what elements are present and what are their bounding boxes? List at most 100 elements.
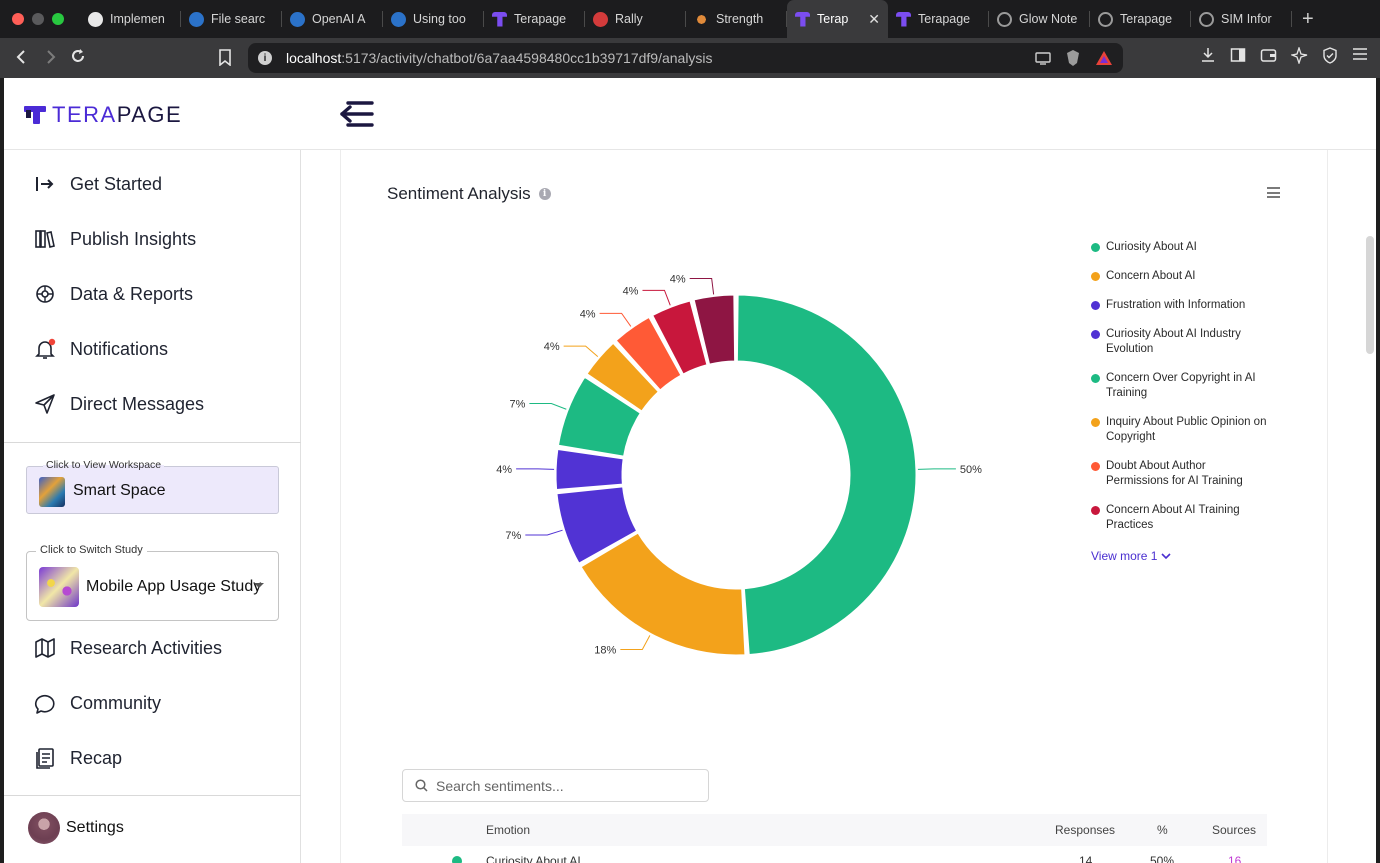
sidebar-item-label: Publish Insights	[70, 228, 197, 249]
close-tab-icon[interactable]: ✕	[868, 10, 880, 27]
wallet-icon[interactable]	[1260, 47, 1277, 63]
search-input[interactable]	[436, 777, 696, 794]
get-started-icon	[36, 177, 54, 191]
browser-tab[interactable]: Terapage	[1090, 0, 1191, 38]
workspace-name: Smart Space	[73, 482, 166, 499]
browser-tab[interactable]: Using too	[383, 0, 484, 38]
back-button[interactable]	[8, 48, 36, 69]
download-icon[interactable]	[1200, 47, 1216, 63]
address-bar[interactable]: i localhost:5173/activity/chatbot/6a7aa4…	[248, 43, 1123, 73]
browser-tab[interactable]: Strength	[686, 0, 787, 38]
forward-button[interactable]	[36, 48, 64, 69]
view-more-button[interactable]: View more 1	[1091, 549, 1171, 563]
column-header-sources[interactable]: Sources	[1212, 823, 1257, 837]
toolbar-actions	[1200, 47, 1368, 64]
browser-tab[interactable]: Terapage	[888, 0, 989, 38]
legend-color-dot	[1091, 374, 1100, 383]
data-label-leader	[642, 289, 671, 306]
browser-tab[interactable]: OpenAI A	[282, 0, 383, 38]
donut-slice[interactable]	[736, 294, 917, 656]
legend-item[interactable]: Inquiry About Public Opinion on Copyrigh…	[1091, 415, 1271, 445]
settings-label: Settings	[66, 819, 124, 836]
browser-menu-icon[interactable]	[1352, 47, 1368, 61]
browser-tab[interactable]: SIM Infor	[1191, 0, 1292, 38]
legend-label: Concern About AI	[1106, 270, 1196, 282]
browser-tab[interactable]: File searc	[181, 0, 282, 38]
tab-label: Rally	[615, 12, 643, 26]
sidebar-item-notifications[interactable]: Notifications	[34, 338, 168, 360]
sidebar-item-publish-insights[interactable]: Publish Insights	[34, 228, 196, 250]
sidebar-item-research-activities[interactable]: Research Activities	[34, 637, 222, 659]
donut-slice[interactable]	[580, 532, 746, 656]
donut-slice[interactable]	[586, 342, 659, 412]
sidebar-item-direct-messages[interactable]: Direct Messages	[34, 393, 204, 415]
browser-tab[interactable]: Terap ✕	[787, 0, 888, 38]
donut-slice[interactable]	[555, 448, 624, 490]
data-label: 4%	[580, 308, 596, 320]
column-header-percent[interactable]: %	[1157, 823, 1168, 837]
brave-rewards-icon[interactable]	[1095, 50, 1113, 66]
tab-separator	[786, 11, 787, 27]
browser-tab[interactable]: Implemen	[80, 0, 181, 38]
close-window-button[interactable]	[12, 13, 24, 25]
bookmark-button[interactable]	[218, 49, 232, 71]
legend-item[interactable]: Concern Over Copyright in AI Training	[1091, 371, 1271, 401]
openai-icon	[391, 11, 406, 27]
donut-slice[interactable]	[652, 300, 708, 375]
tab-separator	[988, 11, 989, 27]
donut-slice[interactable]	[615, 316, 682, 391]
workspace-selector[interactable]: Click to View Workspace Smart Space	[26, 459, 279, 514]
new-tab-button[interactable]: +	[1302, 7, 1314, 30]
collapse-sidebar-button[interactable]	[338, 98, 378, 130]
reload-button[interactable]	[64, 48, 92, 69]
site-info-icon[interactable]: i	[258, 51, 272, 65]
donut-slice[interactable]	[693, 294, 736, 365]
legend-color-dot	[1091, 243, 1100, 252]
study-selector[interactable]: Click to Switch Study Mobile App Usage S…	[26, 544, 279, 621]
vpn-shield-icon[interactable]	[1322, 47, 1338, 64]
donut-slice[interactable]	[556, 486, 638, 564]
sidebar-item-data-reports[interactable]: Data & Reports	[34, 283, 193, 305]
caret-down-icon	[254, 583, 264, 588]
browser-tab[interactable]: Glow Note	[989, 0, 1090, 38]
study-legend: Click to Switch Study	[36, 544, 147, 556]
chart-menu-button[interactable]	[1267, 187, 1280, 198]
terapage-logo[interactable]: TERAPAGE	[24, 102, 182, 128]
collapse-menu-icon	[340, 101, 374, 127]
leo-ai-icon[interactable]	[1291, 47, 1308, 64]
column-header-responses[interactable]: Responses	[1055, 823, 1116, 837]
row-emotion: Curiosity About AI	[486, 854, 581, 863]
column-header-emotion[interactable]: Emotion	[486, 823, 531, 837]
legend-item[interactable]: Concern About AI	[1091, 269, 1271, 284]
row-sources[interactable]: 16	[1228, 854, 1242, 863]
brave-shield-icon[interactable]	[1065, 49, 1081, 67]
minimize-window-button[interactable]	[32, 13, 44, 25]
table-header: Emotion Responses % Sources	[402, 814, 1267, 846]
panel-title: Sentiment Analysis i	[387, 184, 551, 204]
donut-slice[interactable]	[557, 376, 641, 457]
legend-item[interactable]: Curiosity About AI Industry Evolution	[1091, 327, 1271, 357]
data-label-leader	[525, 529, 563, 536]
settings-button[interactable]: Settings	[28, 812, 124, 844]
sunburst-icon	[694, 11, 709, 27]
url-text[interactable]: localhost:5173/activity/chatbot/6a7aa459…	[286, 50, 713, 66]
sidebar-toggle-icon[interactable]	[1230, 47, 1246, 63]
cast-icon[interactable]	[1035, 51, 1051, 65]
sidebar-item-get-started[interactable]: Get Started	[34, 173, 162, 195]
legend-item[interactable]: Concern About AI Training Practices	[1091, 503, 1271, 533]
browser-tab[interactable]: Terapage	[484, 0, 585, 38]
sidebar-item-community[interactable]: Community	[34, 692, 161, 714]
legend-item[interactable]: Frustration with Information	[1091, 298, 1271, 313]
sentiment-search[interactable]	[402, 769, 709, 802]
emotion-color-dot	[452, 856, 462, 863]
page-scrollbar[interactable]	[1366, 236, 1374, 354]
sidebar-item-recap[interactable]: Recap	[34, 747, 122, 769]
maximize-window-button[interactable]	[52, 13, 64, 25]
info-icon[interactable]: i	[538, 188, 551, 200]
data-label-leader	[563, 345, 599, 357]
legend-item[interactable]: Doubt About Author Permissions for AI Tr…	[1091, 459, 1271, 489]
legend-item[interactable]: Curiosity About AI	[1091, 240, 1271, 255]
browser-tab[interactable]: Rally	[585, 0, 686, 38]
table-row[interactable]: Curiosity About AI 14 50% 16	[402, 848, 1267, 863]
tab-separator	[1089, 11, 1090, 27]
